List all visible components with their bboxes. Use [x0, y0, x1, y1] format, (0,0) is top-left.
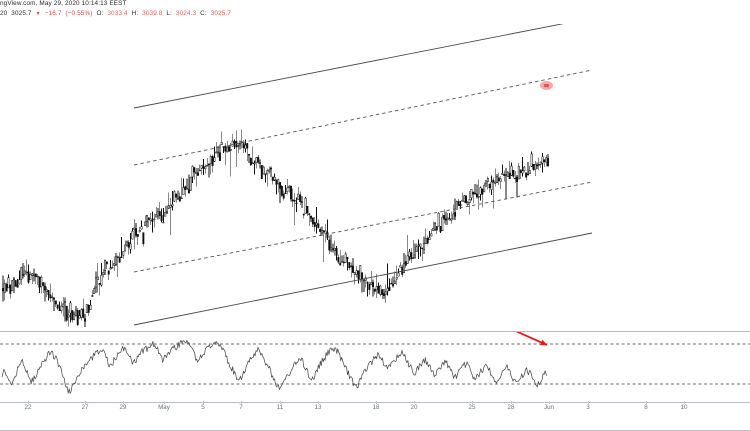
- oscillator-panel[interactable]: [0, 331, 750, 403]
- axis-tick-label: 22: [24, 404, 32, 411]
- axis-tick: [28, 401, 29, 404]
- axis-tick: [646, 401, 647, 404]
- axis-tick: [684, 401, 685, 404]
- open-label: O:: [96, 10, 104, 17]
- axis-tick: [511, 401, 512, 404]
- source-timestamp-line: ngView.com, May 29, 2020 10:14:13 EEST: [0, 0, 127, 7]
- change-absolute: −16.7: [44, 10, 62, 17]
- axis-tick-label: 18: [372, 404, 380, 411]
- oscillator-series: [0, 332, 750, 394]
- time-axis[interactable]: 22 27 29 May 5 7 11 13 18 20 25 28 Jun 3 8 10: [0, 401, 750, 431]
- channel-mid-lower-dashed: [133, 181, 593, 273]
- low-label: L:: [166, 10, 172, 17]
- axis-tick-label: 11: [276, 404, 284, 411]
- axis-tick: [241, 401, 242, 404]
- axis-tick: [123, 401, 124, 404]
- axis-tick-label: May: [158, 404, 170, 411]
- axis-tick: [588, 401, 589, 404]
- axis-tick-label: 3: [586, 404, 590, 411]
- axis-tick: [318, 401, 319, 404]
- last-price: 3025.7: [11, 10, 32, 17]
- bearish-divergence-arrow: [515, 332, 548, 346]
- price-panel[interactable]: [0, 24, 750, 330]
- symbol-label[interactable]: 20: [0, 10, 8, 17]
- candlestick-series: [2, 24, 593, 327]
- axis-tick-label: 29: [119, 404, 127, 411]
- channel-lower-solid: [133, 232, 593, 326]
- high-value: 3039.8: [142, 10, 163, 17]
- axis-tick: [203, 401, 204, 404]
- axis-tick: [414, 401, 415, 404]
- close-label: C:: [200, 10, 207, 17]
- axis-tick-label: 13: [314, 404, 322, 411]
- axis-tick-label: 27: [81, 404, 89, 411]
- axis-tick: [376, 401, 377, 404]
- axis-tick-label: 8: [644, 404, 648, 411]
- axis-tick-label: 5: [201, 404, 205, 411]
- axis-tick-label: 28: [507, 404, 515, 411]
- low-value: 3024.3: [175, 10, 197, 17]
- oscillator-line: [1, 339, 548, 394]
- axis-tick-label: 25: [468, 404, 476, 411]
- close-value: 3025.7: [210, 10, 232, 17]
- channel-upper-solid: [133, 24, 564, 109]
- channel-mid-upper-dashed: [133, 69, 593, 166]
- axis-tick-label: 20: [410, 404, 418, 411]
- axis-tick-label: Jun: [544, 404, 554, 411]
- high-label: H:: [131, 10, 139, 17]
- ohlc-legend-line: 20 3025.7 ▼ −16.7 (−0.55%) O: 3033.4 H: …: [0, 10, 233, 17]
- axis-tick-label: 7: [239, 404, 243, 411]
- axis-tick: [164, 401, 165, 404]
- open-value: 3033.4: [107, 10, 128, 17]
- axis-tick: [472, 401, 473, 404]
- change-percent: (−0.55%): [65, 10, 93, 17]
- axis-tick-label: 10: [680, 404, 688, 411]
- current-price-marker: [540, 81, 553, 90]
- axis-tick: [85, 401, 86, 404]
- price-down-triangle-icon: ▼: [35, 10, 41, 17]
- axis-tick: [280, 401, 281, 404]
- axis-tick: [549, 401, 550, 404]
